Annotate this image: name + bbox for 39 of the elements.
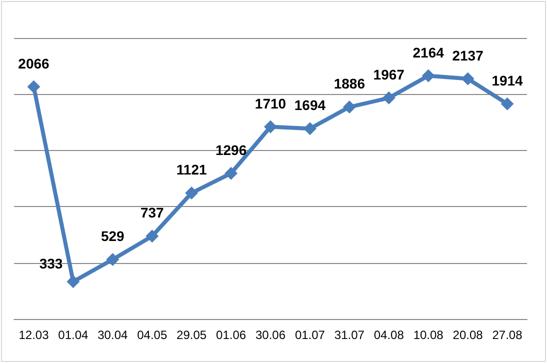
point [422,69,435,82]
data-label: 1694 [294,97,326,114]
data-label: 1121 [176,162,207,178]
point [224,166,238,180]
point [461,72,474,86]
x-tick-label: 31.07 [334,328,365,342]
x-tick-label: 12.03 [18,328,50,342]
data-label: 1967 [373,66,405,82]
point [382,91,396,104]
data-label: 2137 [452,47,484,64]
data-label: 2164 [412,44,444,60]
data-label: 1296 [215,142,247,158]
point [264,120,277,134]
point [303,122,316,136]
x-tick-label: 30.06 [255,328,286,342]
data-label: 2066 [18,55,50,72]
point [66,275,80,288]
x-tick-label: 01.07 [294,328,326,342]
data-label: 529 [100,228,125,244]
point [342,100,356,114]
point [185,186,198,200]
x-tick-label: 04.05 [137,328,168,342]
data-label: 1886 [334,76,366,92]
point [500,97,514,110]
point [106,253,120,266]
data-label: 333 [39,256,63,272]
x-tick-label: 10.08 [413,328,444,342]
x-tick-label: 04.08 [374,328,404,342]
point [27,80,40,94]
point [146,230,159,243]
x-tick-label: 01.06 [216,328,246,342]
data-label: 1710 [254,95,286,112]
x-tick-label: 01.04 [58,328,89,342]
x-tick-label: 27.08 [492,328,523,342]
data-label: 737 [140,204,164,221]
x-tick-label: 30.04 [98,328,128,342]
x-tick-label: 20.08 [452,328,484,342]
data-label: 1914 [492,72,524,88]
x-tick-label: 29.05 [176,328,207,342]
